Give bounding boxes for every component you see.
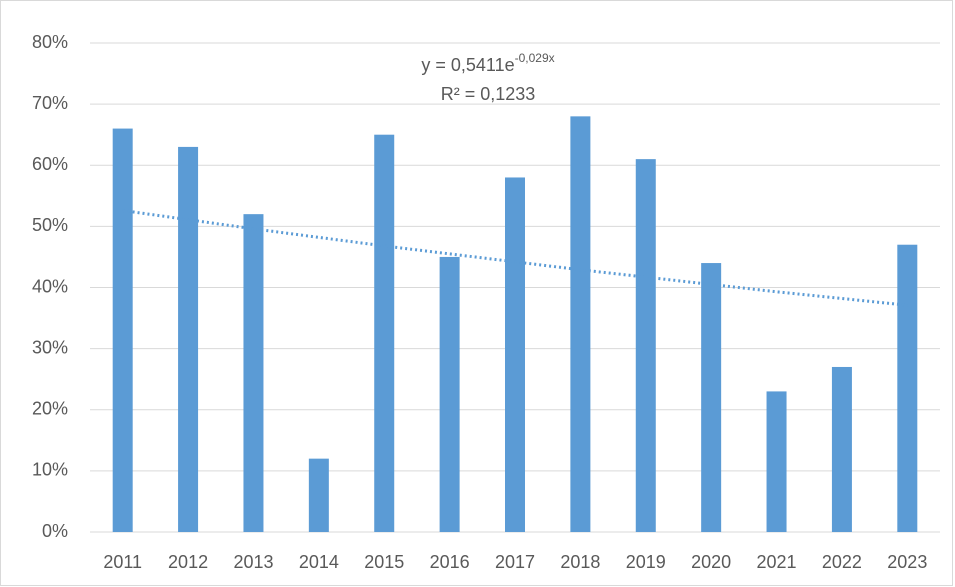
y-tick-label: 50% bbox=[32, 215, 68, 235]
y-tick-label: 70% bbox=[32, 93, 68, 113]
bar bbox=[243, 214, 264, 532]
x-tick-label: 2013 bbox=[233, 552, 273, 572]
y-tick-label: 60% bbox=[32, 154, 68, 174]
y-tick-label: 80% bbox=[32, 32, 68, 52]
y-tick-label: 20% bbox=[32, 399, 68, 419]
y-tick-label: 10% bbox=[32, 460, 68, 480]
x-tick-label: 2019 bbox=[626, 552, 666, 572]
bar bbox=[308, 458, 329, 532]
y-tick-label: 40% bbox=[32, 276, 68, 296]
bar bbox=[570, 116, 591, 532]
trendline bbox=[122, 208, 908, 307]
equation-exponent: -0,029x bbox=[515, 51, 555, 65]
bar bbox=[635, 159, 656, 532]
x-tick-label: 2021 bbox=[757, 552, 797, 572]
x-tick-label: 2015 bbox=[364, 552, 404, 572]
x-tick-label: 2014 bbox=[299, 552, 339, 572]
bar bbox=[831, 366, 852, 532]
bar bbox=[505, 177, 525, 532]
x-tick-label: 2022 bbox=[822, 552, 862, 572]
x-tick-label: 2020 bbox=[691, 552, 731, 572]
x-tick-label: 2011 bbox=[103, 552, 142, 572]
bar bbox=[374, 134, 395, 532]
equation-base: y = 0,5411e bbox=[421, 55, 514, 75]
x-tick-label: 2016 bbox=[430, 552, 470, 572]
bar bbox=[897, 244, 918, 532]
bar bbox=[766, 391, 787, 532]
x-tick-label: 2017 bbox=[495, 552, 535, 572]
r-squared: R² = 0,1233 bbox=[441, 84, 536, 104]
y-tick-label: 30% bbox=[32, 337, 68, 357]
x-tick-label: 2018 bbox=[560, 552, 600, 572]
x-tick-label: 2023 bbox=[887, 552, 927, 572]
bar bbox=[112, 128, 133, 532]
bar bbox=[178, 146, 199, 532]
y-tick-label: 0% bbox=[42, 521, 68, 541]
bar bbox=[701, 263, 722, 532]
x-tick-label: 2012 bbox=[168, 552, 208, 572]
trendline-equation: y = 0,5411e-0,029x bbox=[421, 51, 554, 75]
bar bbox=[439, 256, 460, 532]
